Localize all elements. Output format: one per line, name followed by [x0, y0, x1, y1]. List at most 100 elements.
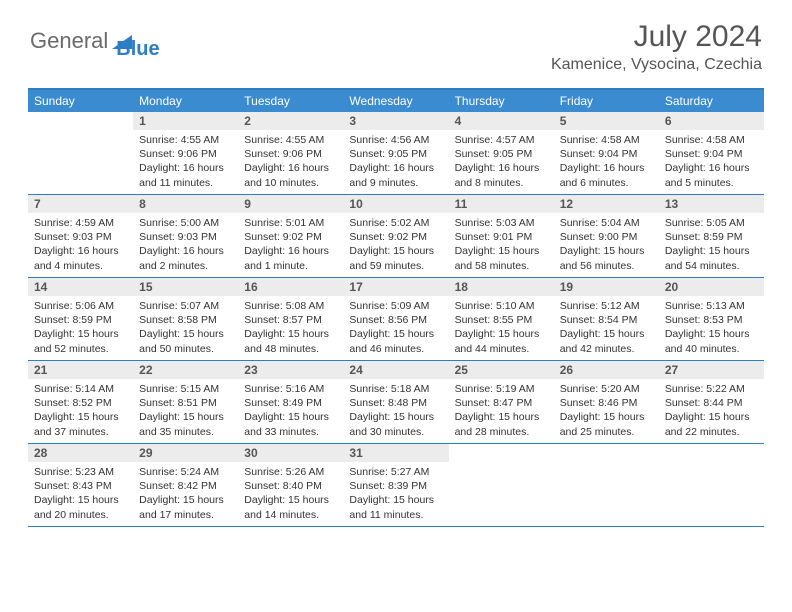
day-details: Sunrise: 5:06 AMSunset: 8:59 PMDaylight:… — [28, 296, 133, 360]
day-number: 18 — [449, 278, 554, 296]
day-number: 15 — [133, 278, 238, 296]
day-details: Sunrise: 5:05 AMSunset: 8:59 PMDaylight:… — [659, 213, 764, 277]
day-details: Sunrise: 5:08 AMSunset: 8:57 PMDaylight:… — [238, 296, 343, 360]
weeks-container: 1Sunrise: 4:55 AMSunset: 9:06 PMDaylight… — [28, 112, 764, 527]
empty-cell — [554, 444, 659, 526]
day-number: 27 — [659, 361, 764, 379]
day-details: Sunrise: 5:23 AMSunset: 8:43 PMDaylight:… — [28, 462, 133, 526]
day-number: 31 — [343, 444, 448, 462]
day-cell: 14Sunrise: 5:06 AMSunset: 8:59 PMDayligh… — [28, 278, 133, 360]
day-details: Sunrise: 5:26 AMSunset: 8:40 PMDaylight:… — [238, 462, 343, 526]
day-number: 7 — [28, 195, 133, 213]
day-number: 4 — [449, 112, 554, 130]
empty-cell — [659, 444, 764, 526]
day-cell: 3Sunrise: 4:56 AMSunset: 9:05 PMDaylight… — [343, 112, 448, 194]
day-number: 12 — [554, 195, 659, 213]
day-cell: 29Sunrise: 5:24 AMSunset: 8:42 PMDayligh… — [133, 444, 238, 526]
day-cell: 25Sunrise: 5:19 AMSunset: 8:47 PMDayligh… — [449, 361, 554, 443]
week-row: 21Sunrise: 5:14 AMSunset: 8:52 PMDayligh… — [28, 361, 764, 444]
day-details: Sunrise: 4:59 AMSunset: 9:03 PMDaylight:… — [28, 213, 133, 277]
calendar: SundayMondayTuesdayWednesdayThursdayFrid… — [28, 88, 764, 527]
day-number: 1 — [133, 112, 238, 130]
day-cell: 4Sunrise: 4:57 AMSunset: 9:05 PMDaylight… — [449, 112, 554, 194]
day-details: Sunrise: 5:04 AMSunset: 9:00 PMDaylight:… — [554, 213, 659, 277]
logo: General Blue — [30, 20, 160, 61]
day-cell: 22Sunrise: 5:15 AMSunset: 8:51 PMDayligh… — [133, 361, 238, 443]
day-number: 2 — [238, 112, 343, 130]
day-cell: 7Sunrise: 4:59 AMSunset: 9:03 PMDaylight… — [28, 195, 133, 277]
day-cell: 18Sunrise: 5:10 AMSunset: 8:55 PMDayligh… — [449, 278, 554, 360]
day-cell: 31Sunrise: 5:27 AMSunset: 8:39 PMDayligh… — [343, 444, 448, 526]
day-cell: 10Sunrise: 5:02 AMSunset: 9:02 PMDayligh… — [343, 195, 448, 277]
day-details: Sunrise: 5:22 AMSunset: 8:44 PMDaylight:… — [659, 379, 764, 443]
day-cell: 20Sunrise: 5:13 AMSunset: 8:53 PMDayligh… — [659, 278, 764, 360]
day-details: Sunrise: 4:55 AMSunset: 9:06 PMDaylight:… — [238, 130, 343, 194]
day-number: 22 — [133, 361, 238, 379]
day-cell: 17Sunrise: 5:09 AMSunset: 8:56 PMDayligh… — [343, 278, 448, 360]
day-cell: 12Sunrise: 5:04 AMSunset: 9:00 PMDayligh… — [554, 195, 659, 277]
day-details: Sunrise: 5:00 AMSunset: 9:03 PMDaylight:… — [133, 213, 238, 277]
day-details: Sunrise: 5:14 AMSunset: 8:52 PMDaylight:… — [28, 379, 133, 443]
day-details: Sunrise: 5:02 AMSunset: 9:02 PMDaylight:… — [343, 213, 448, 277]
day-number: 11 — [449, 195, 554, 213]
day-number: 14 — [28, 278, 133, 296]
day-details: Sunrise: 4:55 AMSunset: 9:06 PMDaylight:… — [133, 130, 238, 194]
logo-text-general: General — [30, 28, 108, 54]
day-details: Sunrise: 5:16 AMSunset: 8:49 PMDaylight:… — [238, 379, 343, 443]
day-cell: 13Sunrise: 5:05 AMSunset: 8:59 PMDayligh… — [659, 195, 764, 277]
day-details: Sunrise: 4:58 AMSunset: 9:04 PMDaylight:… — [554, 130, 659, 194]
header: General Blue July 2024 Kamenice, Vysocin… — [0, 0, 792, 82]
day-cell: 19Sunrise: 5:12 AMSunset: 8:54 PMDayligh… — [554, 278, 659, 360]
day-number: 21 — [28, 361, 133, 379]
weekday-header-cell: Monday — [133, 90, 238, 112]
day-number: 10 — [343, 195, 448, 213]
day-details: Sunrise: 5:20 AMSunset: 8:46 PMDaylight:… — [554, 379, 659, 443]
week-row: 28Sunrise: 5:23 AMSunset: 8:43 PMDayligh… — [28, 444, 764, 527]
day-number: 8 — [133, 195, 238, 213]
day-cell: 15Sunrise: 5:07 AMSunset: 8:58 PMDayligh… — [133, 278, 238, 360]
day-cell: 28Sunrise: 5:23 AMSunset: 8:43 PMDayligh… — [28, 444, 133, 526]
day-number: 26 — [554, 361, 659, 379]
day-details: Sunrise: 5:24 AMSunset: 8:42 PMDaylight:… — [133, 462, 238, 526]
day-number: 9 — [238, 195, 343, 213]
day-number: 19 — [554, 278, 659, 296]
day-details: Sunrise: 4:57 AMSunset: 9:05 PMDaylight:… — [449, 130, 554, 194]
day-number: 23 — [238, 361, 343, 379]
day-cell: 30Sunrise: 5:26 AMSunset: 8:40 PMDayligh… — [238, 444, 343, 526]
day-number: 29 — [133, 444, 238, 462]
day-details: Sunrise: 5:18 AMSunset: 8:48 PMDaylight:… — [343, 379, 448, 443]
day-number: 6 — [659, 112, 764, 130]
day-details: Sunrise: 5:15 AMSunset: 8:51 PMDaylight:… — [133, 379, 238, 443]
weekday-header-cell: Saturday — [659, 90, 764, 112]
day-cell: 21Sunrise: 5:14 AMSunset: 8:52 PMDayligh… — [28, 361, 133, 443]
day-cell: 27Sunrise: 5:22 AMSunset: 8:44 PMDayligh… — [659, 361, 764, 443]
day-cell: 11Sunrise: 5:03 AMSunset: 9:01 PMDayligh… — [449, 195, 554, 277]
weekday-header-cell: Wednesday — [343, 90, 448, 112]
day-cell: 9Sunrise: 5:01 AMSunset: 9:02 PMDaylight… — [238, 195, 343, 277]
location-text: Kamenice, Vysocina, Czechia — [551, 56, 762, 74]
day-details: Sunrise: 4:58 AMSunset: 9:04 PMDaylight:… — [659, 130, 764, 194]
day-details: Sunrise: 5:03 AMSunset: 9:01 PMDaylight:… — [449, 213, 554, 277]
logo-text-blue: Blue — [116, 38, 159, 61]
day-number: 20 — [659, 278, 764, 296]
weekday-header-cell: Thursday — [449, 90, 554, 112]
week-row: 7Sunrise: 4:59 AMSunset: 9:03 PMDaylight… — [28, 195, 764, 278]
day-details: Sunrise: 5:12 AMSunset: 8:54 PMDaylight:… — [554, 296, 659, 360]
week-row: 1Sunrise: 4:55 AMSunset: 9:06 PMDaylight… — [28, 112, 764, 195]
day-number: 24 — [343, 361, 448, 379]
title-block: July 2024 Kamenice, Vysocina, Czechia — [551, 20, 762, 74]
month-title: July 2024 — [551, 20, 762, 54]
day-number: 17 — [343, 278, 448, 296]
empty-cell — [449, 444, 554, 526]
weekday-header-row: SundayMondayTuesdayWednesdayThursdayFrid… — [28, 90, 764, 112]
day-cell: 24Sunrise: 5:18 AMSunset: 8:48 PMDayligh… — [343, 361, 448, 443]
day-number: 13 — [659, 195, 764, 213]
day-details: Sunrise: 5:10 AMSunset: 8:55 PMDaylight:… — [449, 296, 554, 360]
day-cell: 23Sunrise: 5:16 AMSunset: 8:49 PMDayligh… — [238, 361, 343, 443]
day-number: 30 — [238, 444, 343, 462]
week-row: 14Sunrise: 5:06 AMSunset: 8:59 PMDayligh… — [28, 278, 764, 361]
day-number: 25 — [449, 361, 554, 379]
day-details: Sunrise: 5:19 AMSunset: 8:47 PMDaylight:… — [449, 379, 554, 443]
day-cell: 26Sunrise: 5:20 AMSunset: 8:46 PMDayligh… — [554, 361, 659, 443]
day-details: Sunrise: 4:56 AMSunset: 9:05 PMDaylight:… — [343, 130, 448, 194]
